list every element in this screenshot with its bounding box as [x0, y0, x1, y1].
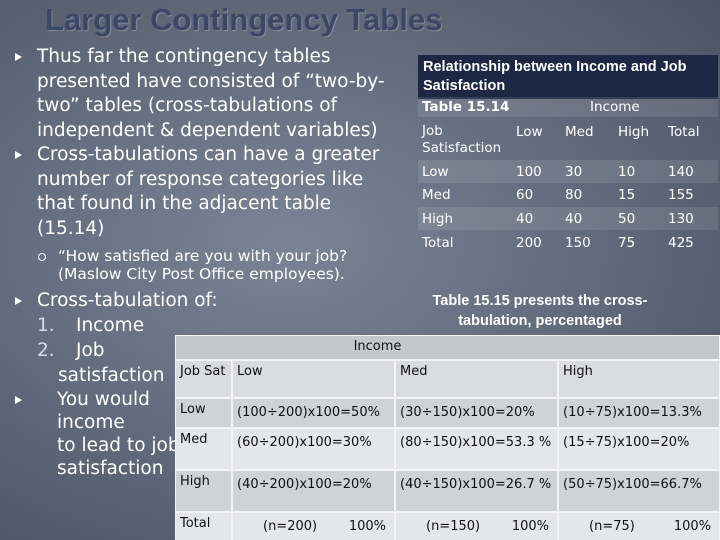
total-cell: (n=200) 100%	[232, 512, 395, 540]
cell: 100	[516, 164, 542, 180]
row-label: Med	[175, 428, 232, 470]
row-band	[418, 207, 718, 230]
cell: 425	[668, 235, 694, 251]
bullet-text: satisfaction	[57, 458, 164, 479]
bullet-marker	[15, 53, 22, 61]
row-band	[418, 97, 718, 117]
bullet-text: income	[57, 412, 125, 433]
cell: 60	[516, 187, 534, 203]
column-header: Med	[565, 124, 594, 140]
cell: 40	[565, 211, 583, 227]
table-label: Table 15.14	[422, 99, 510, 115]
row-label: Low	[175, 398, 232, 428]
item-number: 2.	[37, 340, 55, 361]
column-header: Low	[232, 360, 395, 398]
total-cell: (n=75) 100%	[558, 512, 720, 540]
total-percent: 100%	[511, 519, 549, 534]
bullet-text: to lead to job	[57, 435, 180, 456]
row-label: Low	[422, 164, 449, 180]
column-header: High	[558, 360, 720, 398]
bullet-text: number of response categories like	[37, 168, 364, 190]
bullet-text: Cross-tabulations can have a greater	[37, 144, 380, 165]
cell: (50÷75)x100=66.7%	[558, 470, 720, 512]
column-header: Total	[668, 124, 700, 140]
cell: (100÷200)x100=50%	[232, 398, 395, 428]
bullet-text: Cross-tabulation of:	[37, 290, 218, 311]
row-band	[418, 160, 718, 183]
cell: 150	[565, 235, 591, 251]
row-label: Total	[422, 235, 454, 251]
cell: 155	[668, 187, 694, 203]
cell: 10	[618, 164, 636, 180]
bullet-text: You would	[57, 389, 150, 410]
bullet-text: independent & dependent variables)	[37, 119, 378, 141]
table-caption: Relationship between Income and Job Sati…	[423, 59, 687, 94]
cell: (40÷150)x100=26.7 %	[395, 470, 558, 512]
cell: 130	[668, 211, 694, 227]
total-n: (n=200)	[263, 519, 318, 534]
cell: 75	[618, 235, 636, 251]
row-label: High	[422, 211, 454, 227]
bullet-text: that found in the adjacent table	[37, 193, 332, 214]
column-group: Income	[175, 335, 720, 360]
bullet-text: two” tables (cross-tabulations of	[37, 95, 338, 116]
cell: (40÷200)x100=20%	[232, 470, 395, 512]
item-text: Job	[76, 340, 105, 361]
cell: 40	[516, 211, 534, 227]
slide-title: Larger Contingency Tables	[45, 2, 443, 37]
row-header: Job Satisfaction	[422, 123, 502, 156]
cell: (30÷150)x100=20%	[395, 398, 558, 428]
cell: (10÷75)x100=13.3%	[558, 398, 720, 428]
item-text: satisfaction	[58, 365, 165, 386]
bullet-marker	[15, 297, 22, 305]
column-header: Med	[395, 360, 558, 398]
item-number: 1.	[37, 315, 55, 336]
cell: 15	[618, 187, 636, 203]
cell: 80	[565, 187, 583, 203]
total-cell: (n=150) 100%	[395, 512, 558, 540]
table-caption: Table 15.15 presents the cross-tabulatio…	[432, 293, 648, 329]
row-label: Total	[175, 512, 232, 540]
cell: 50	[618, 211, 636, 227]
row-label: Med	[422, 187, 451, 203]
sub-bullet-marker	[38, 253, 46, 261]
column-header: High	[618, 124, 650, 140]
total-percent: 100%	[348, 519, 386, 534]
total-n: (n=75)	[589, 519, 635, 534]
cell: 200	[516, 235, 542, 251]
row-label: High	[175, 470, 232, 512]
bullet-text: Thus far the contingency tables	[37, 46, 331, 67]
bullet-marker	[15, 151, 22, 159]
column-group: Income	[590, 99, 640, 115]
row-header: Job Sat	[175, 360, 232, 398]
bullet-text: (15.14)	[37, 217, 105, 239]
table-caption-box: Relationship between Income and Job Sati…	[418, 55, 718, 99]
cell: (60÷200)x100=30%	[232, 428, 395, 470]
sub-bullet-text: “How satisfied are you with your job?	[58, 247, 348, 265]
total-n: (n=150)	[426, 519, 481, 534]
item-text: Income	[76, 315, 145, 336]
cell: 140	[668, 164, 694, 180]
cell: 30	[565, 164, 583, 180]
cell: (15÷75)x100=20%	[558, 428, 720, 470]
sub-bullet-text: (Maslow City Post Office employees).	[58, 265, 345, 283]
column-header: Low	[516, 124, 543, 140]
bullet-text: presented have consisted of “two-by-	[37, 70, 385, 92]
bullet-marker	[15, 396, 22, 404]
total-percent: 100%	[673, 519, 711, 534]
cell: (80÷150)x100=53.3 %	[395, 428, 558, 470]
table: Income Job Sat Low Med High Low (100÷200)x100=…	[175, 335, 720, 540]
